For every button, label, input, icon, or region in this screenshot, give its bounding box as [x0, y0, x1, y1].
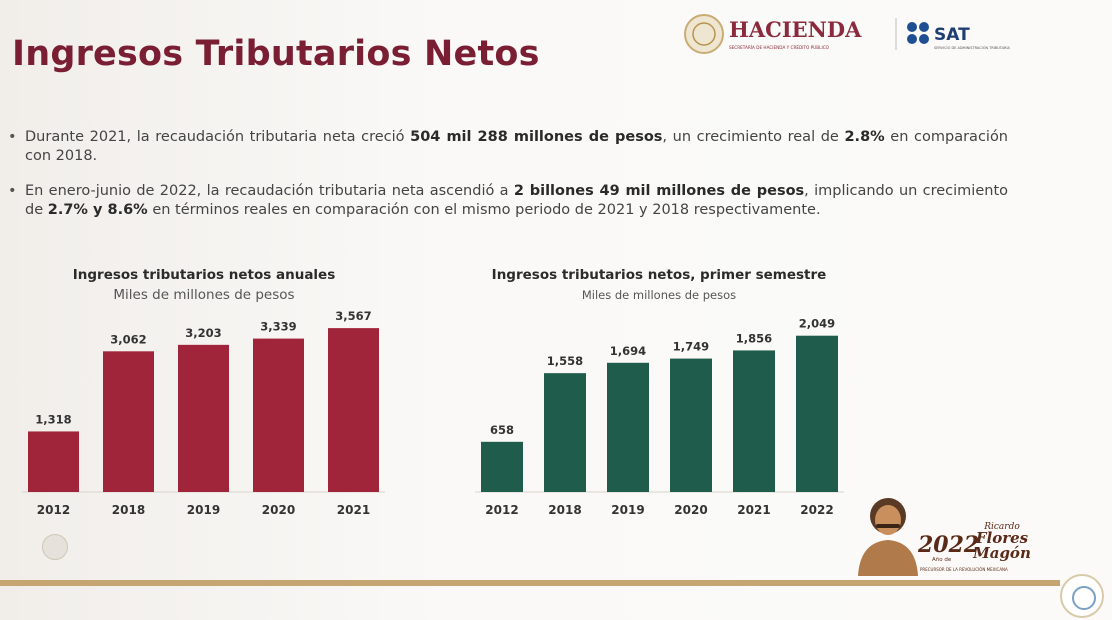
bullet-text: , implicando un crecimiento de: [25, 183, 1008, 218]
bullet-text: en comparación con 2018.: [25, 129, 1009, 164]
hacienda-logo-text: HACIENDA: [729, 17, 862, 42]
data-label-2022: 2,049: [799, 317, 835, 331]
tick-label-2018: 2018: [112, 503, 145, 517]
badge-name-line1: Ricardo: [983, 522, 1020, 532]
badge-name-line3: Magón: [972, 544, 1031, 562]
hacienda-seal-inner-icon: [692, 22, 716, 46]
bullet-text: En enero-junio de 2022, la recaudación t…: [25, 183, 514, 199]
logos-header: HACIENDA SECRETARÍA DE HACIENDA Y CRÉDIT…: [684, 14, 1010, 54]
bar-2022: [796, 335, 838, 492]
corner-seal-icon: [1060, 574, 1104, 618]
tick-label-2018: 2018: [548, 503, 581, 517]
tick-label-2012: 2012: [37, 503, 70, 517]
page-title: Ingresos Tributarios Netos: [12, 34, 540, 74]
bar-2019: [178, 344, 229, 492]
sat-logo-text: SAT: [934, 25, 970, 45]
hacienda-seal-icon: [684, 14, 724, 54]
bar-2020: [253, 338, 304, 492]
tick-label-2012: 2012: [485, 503, 518, 517]
data-label-2018: 3,062: [110, 332, 146, 346]
badge-year-label: Año de: [932, 557, 952, 563]
bullet-item-2021: Durante 2021, la recaudación tributaria …: [8, 128, 1008, 166]
bar-2018: [544, 373, 586, 492]
tick-label-2021: 2021: [337, 503, 370, 517]
bullet-list: Durante 2021, la recaudación tributaria …: [8, 128, 1008, 236]
bar-2021: [328, 328, 379, 492]
bar-2012: [28, 431, 79, 492]
bar-2021: [733, 350, 775, 492]
badge-year: 2022: [917, 532, 979, 558]
tick-label-2019: 2019: [611, 503, 644, 517]
bullet-highlight: 2.8%: [844, 129, 885, 145]
data-label-2021: 3,567: [335, 309, 371, 323]
tick-label-2022: 2022: [800, 503, 833, 517]
chart-title: Ingresos tributarios netos anuales: [73, 267, 336, 283]
seal-icon: [42, 534, 68, 560]
data-label-2019: 1,694: [610, 344, 646, 358]
tick-label-2021: 2021: [737, 503, 770, 517]
footer-divider: [0, 580, 1060, 586]
chart-annual: Ingresos tributarios netos anuales Miles …: [22, 267, 385, 517]
data-label-2020: 1,749: [673, 340, 709, 354]
tick-label-2020: 2020: [262, 503, 295, 517]
bar-2019: [607, 362, 649, 492]
bullet-text: Durante 2021, la recaudación tributaria …: [25, 129, 411, 145]
data-label-2018: 1,558: [547, 354, 583, 368]
badge-caption: PRECURSOR DE LA REVOLUCIÓN MEXICANA: [920, 567, 1008, 572]
data-label-2020: 3,339: [260, 320, 296, 334]
chart-subtitle: Miles de millones de pesos: [582, 288, 736, 302]
bullet-highlight: 2.7% y 8.6%: [47, 202, 148, 218]
bullet-item-2022: En enero-junio de 2022, la recaudación t…: [8, 182, 1008, 220]
data-label-2012: 1,318: [35, 412, 71, 426]
sat-mark-icon: [907, 22, 929, 44]
sat-logo-subtext: SERVICIO DE ADMINISTRACIÓN TRIBUTARIA: [934, 45, 1010, 50]
chart-semester: Ingresos tributarios netos, primer semes…: [475, 267, 844, 517]
bullet-text: , un crecimiento real de: [662, 129, 845, 145]
data-label-2021: 1,856: [736, 331, 772, 345]
flores-magon-badge: 2022 Ricardo Flores Magón Año de PRECURS…: [858, 498, 1031, 576]
bar-2018: [103, 351, 154, 492]
badge-name-line2: Flores: [975, 529, 1029, 547]
data-label-2012: 658: [490, 423, 514, 437]
bullet-highlight: 2 billones 49 mil millones de pesos: [513, 183, 805, 199]
tick-label-2019: 2019: [187, 503, 220, 517]
chart-subtitle: Miles de millones de pesos: [113, 287, 294, 303]
hacienda-logo-subtext: SECRETARÍA DE HACIENDA Y CRÉDITO PÚBLICO: [729, 45, 830, 50]
bar-2012: [481, 441, 523, 492]
bar-2020: [670, 358, 712, 492]
bullet-highlight: 504 mil 288 millones de pesos: [410, 129, 663, 145]
data-label-2019: 3,203: [185, 326, 221, 340]
tick-label-2020: 2020: [674, 503, 707, 517]
portrait-icon: [858, 498, 918, 576]
chart-title: Ingresos tributarios netos, primer semes…: [492, 267, 827, 283]
bullet-text: en términos reales en comparación con el…: [147, 202, 821, 218]
